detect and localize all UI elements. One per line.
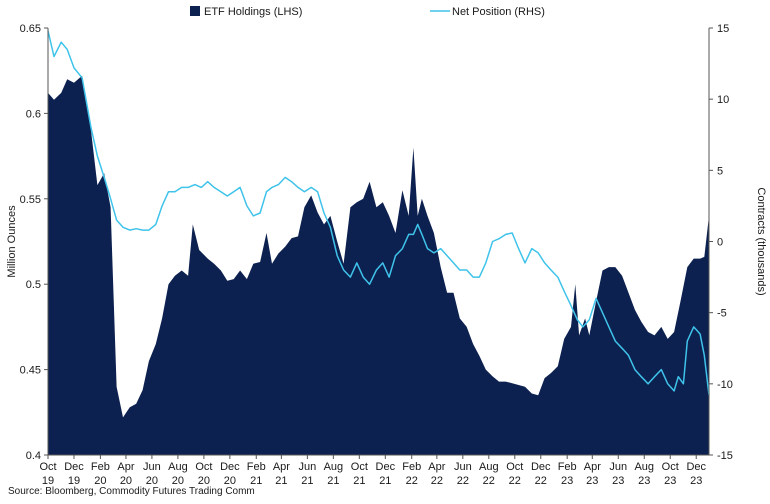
x-tick-month-label: Dec [531, 461, 551, 473]
legend-etf-swatch [190, 6, 200, 16]
x-tick-month-label: Oct [506, 461, 523, 473]
x-tick-month-label: Feb [91, 461, 110, 473]
x-tick-year-label: 21 [250, 475, 262, 487]
x-tick-month-label: Dec [686, 461, 706, 473]
x-tick-month-label: Apr [273, 461, 290, 473]
left-tick-label: 0.4 [26, 450, 41, 462]
x-tick-year-label: 20 [120, 475, 132, 487]
left-tick-label: 0.55 [20, 194, 41, 206]
right-axis-title: Contracts (thousands) [755, 187, 767, 295]
right-tick-label: -5 [717, 308, 727, 320]
x-tick-month-label: Oct [39, 461, 56, 473]
left-tick-label: 0.65 [20, 23, 41, 35]
x-tick-month-label: Feb [402, 461, 421, 473]
x-tick-month-label: Dec [64, 461, 84, 473]
x-tick-month-label: Aug [634, 461, 654, 473]
x-tick-month-label: Aug [479, 461, 499, 473]
x-tick-year-label: 23 [690, 475, 702, 487]
x-tick-month-label: Feb [558, 461, 577, 473]
left-tick-label: 0.45 [20, 365, 41, 377]
x-tick-month-label: Oct [195, 461, 212, 473]
x-tick-month-label: Jun [298, 461, 316, 473]
x-tick-year-label: 23 [664, 475, 676, 487]
x-tick-year-label: 22 [483, 475, 495, 487]
legend: ETF Holdings (LHS) Net Position (RHS) [190, 6, 545, 18]
x-tick-month-label: Dec [220, 461, 240, 473]
x-tick-year-label: 21 [275, 475, 287, 487]
plot-area [47, 30, 710, 456]
right-tick-label: 0 [717, 237, 723, 249]
right-tick-label: 15 [717, 23, 729, 35]
right-tick-label: -10 [717, 379, 733, 391]
x-tick-month-label: Oct [351, 461, 368, 473]
legend-net-label: Net Position (RHS) [452, 6, 545, 18]
x-tick-month-label: Dec [376, 461, 396, 473]
x-tick-year-label: 20 [146, 475, 158, 487]
x-tick-year-label: 19 [42, 475, 54, 487]
x-tick-year-label: 22 [535, 475, 547, 487]
x-tick-year-label: 21 [379, 475, 391, 487]
left-tick-label: 0.6 [26, 108, 41, 120]
x-tick-year-label: 20 [172, 475, 184, 487]
axes: 0.4 0.45 0.5 0.55 0.6 0.65 -15 -10 -5 0 5 10 15 Oct 19… [6, 23, 767, 487]
x-tick-year-label: 23 [638, 475, 650, 487]
right-tick-label: 5 [717, 165, 723, 177]
x-tick-month-label: Jun [143, 461, 161, 473]
right-tick-label: 10 [717, 94, 729, 106]
x-tick-year-label: 22 [406, 475, 418, 487]
net-position-line [47, 30, 710, 396]
x-tick-year-label: 23 [586, 475, 598, 487]
x-tick-month-label: Apr [584, 461, 601, 473]
x-tick-year-label: 20 [94, 475, 106, 487]
x-tick-month-label: Apr [117, 461, 134, 473]
x-tick-year-label: 21 [301, 475, 313, 487]
left-tick-label: 0.5 [26, 279, 41, 291]
source-note: Source: Bloomberg, Commodity Futures Tra… [8, 486, 255, 497]
right-tick-label: -15 [717, 450, 733, 462]
x-tick-year-label: 23 [612, 475, 624, 487]
x-tick-year-label: 22 [457, 475, 469, 487]
x-tick-year-label: 22 [509, 475, 521, 487]
x-tick-month-label: Aug [324, 461, 344, 473]
x-tick-year-label: 19 [68, 475, 80, 487]
x-tick-month-label: Feb [247, 461, 266, 473]
legend-etf-label: ETF Holdings (LHS) [204, 6, 302, 18]
x-tick-month-label: Jun [609, 461, 627, 473]
x-tick-year-label: 23 [561, 475, 573, 487]
x-tick-year-label: 22 [431, 475, 443, 487]
x-tick-year-label: 20 [224, 475, 236, 487]
x-tick-year-label: 21 [327, 475, 339, 487]
x-tick-year-label: 21 [353, 475, 365, 487]
x-tick-month-label: Oct [662, 461, 679, 473]
x-tick-month-label: Aug [168, 461, 188, 473]
x-tick-month-label: Jun [454, 461, 472, 473]
x-tick-month-label: Apr [428, 461, 445, 473]
x-tick-year-label: 20 [198, 475, 210, 487]
etf-holdings-area [48, 75, 709, 456]
left-axis-title: Million Ounces [6, 205, 18, 278]
